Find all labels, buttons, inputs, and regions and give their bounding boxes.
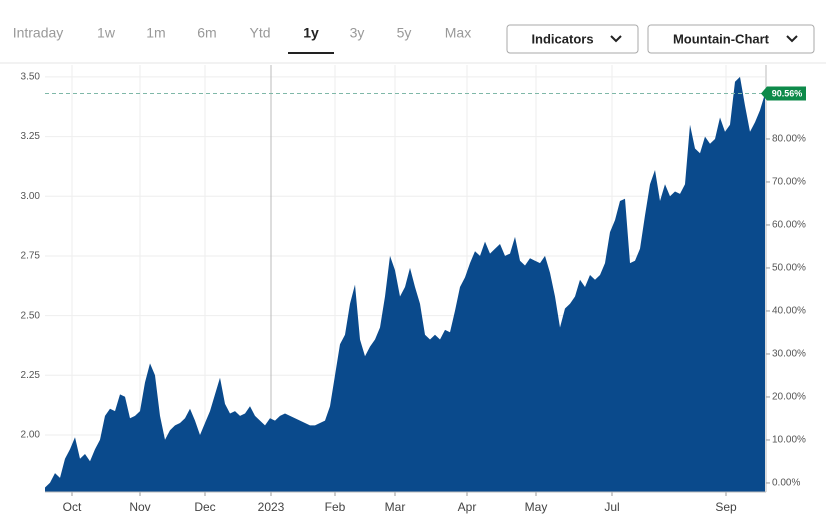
y2-tick-label: 80.00% (772, 134, 806, 145)
range-tab[interactable]: 1y (303, 25, 319, 41)
chevron (786, 35, 798, 43)
y-tick-label: 3.50 (21, 72, 41, 83)
range-tab[interactable]: 1w (97, 25, 116, 41)
current-badge (761, 86, 806, 101)
y-tick-label: 3.00 (21, 191, 41, 202)
chevron (610, 35, 622, 43)
y-tick-label: 2.25 (21, 370, 41, 381)
range-tab[interactable]: 3y (350, 25, 365, 41)
x-tick-label: Nov (129, 500, 150, 514)
x-tick-label: Dec (194, 500, 215, 514)
x-tick-label: May (525, 500, 548, 514)
range-tab[interactable]: 5y (397, 25, 412, 41)
x-tick-label: Mar (385, 500, 406, 514)
x-tick-label: Feb (325, 500, 346, 514)
range-tab[interactable]: 1m (146, 25, 165, 41)
y2-tick-label: 0.00% (772, 478, 800, 489)
dropdown-label[interactable]: Mountain-Chart (673, 31, 770, 46)
y2-tick-label: 40.00% (772, 306, 806, 317)
range-tab[interactable]: Ytd (249, 25, 270, 41)
y2-tick-label: 60.00% (772, 220, 806, 231)
y2-tick-label: 50.00% (772, 263, 806, 274)
dropdown-label[interactable]: Indicators (531, 31, 593, 46)
dropdown-button[interactable] (647, 24, 815, 54)
dropdown-button[interactable] (506, 24, 639, 54)
y2-tick-label: 10.00% (772, 435, 806, 446)
y-tick-label: 2.75 (21, 251, 41, 262)
y2-tick-label: 20.00% (772, 392, 806, 403)
tab-underline (288, 52, 334, 54)
range-tab[interactable]: Max (445, 25, 471, 41)
price-area (45, 76, 765, 493)
x-tick-label: Oct (63, 500, 82, 514)
x-tick-label: Sep (715, 500, 737, 514)
x-tick-label: 2023 (258, 500, 285, 514)
x-tick-label: Jul (604, 500, 619, 514)
current-label: 90.56% (772, 88, 803, 98)
x-tick-label: Apr (458, 500, 477, 514)
y2-tick-label: 30.00% (772, 349, 806, 360)
range-tab[interactable]: 6m (197, 25, 216, 41)
y2-tick-label: 70.00% (772, 177, 806, 188)
range-tab[interactable]: Intraday (13, 25, 64, 41)
y-tick-label: 3.25 (21, 131, 41, 142)
y-tick-label: 2.00 (21, 430, 41, 441)
y-tick-label: 2.50 (21, 310, 41, 321)
